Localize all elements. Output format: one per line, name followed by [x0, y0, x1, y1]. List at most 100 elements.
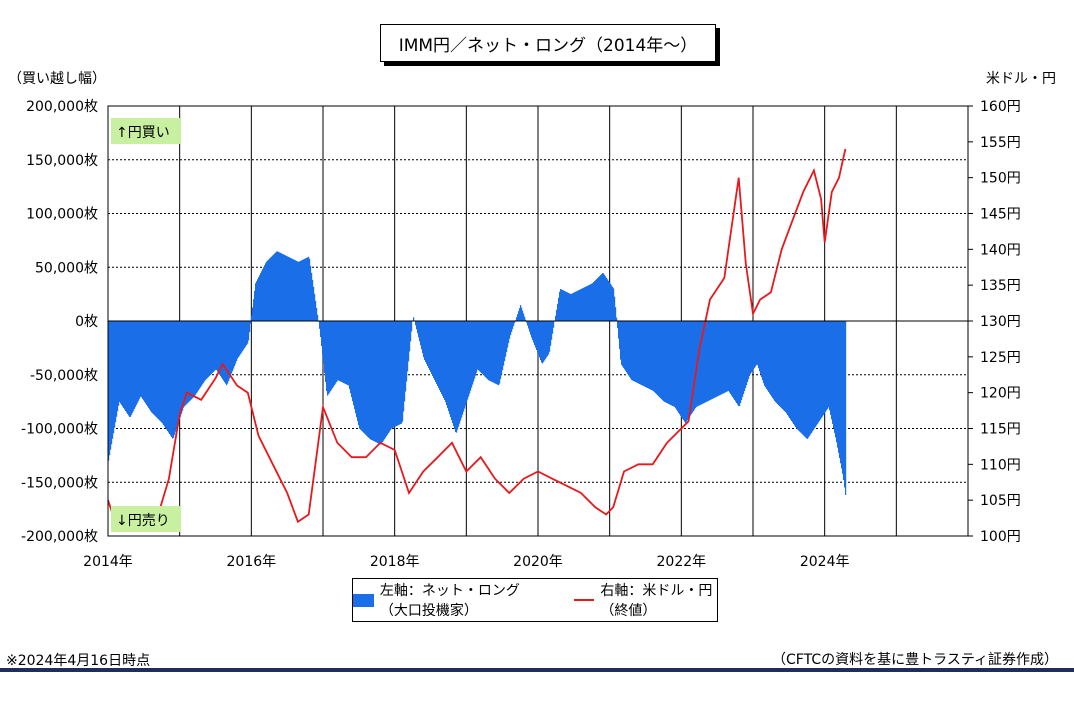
- net-long-bar: [327, 321, 329, 396]
- net-long-bar: [818, 321, 820, 423]
- net-long-bar: [305, 258, 307, 321]
- net-long-bar: [114, 321, 116, 428]
- net-long-bar: [267, 260, 269, 321]
- net-long-bar: [328, 321, 330, 395]
- net-long-bar: [352, 321, 354, 402]
- net-long-bar: [175, 321, 177, 432]
- buy-annotation: ↑円買い: [116, 125, 170, 141]
- net-long-bar: [331, 321, 333, 390]
- net-long-bar: [704, 321, 706, 403]
- net-long-bar: [393, 321, 395, 428]
- net-long-bar: [392, 321, 394, 429]
- net-long-bar: [296, 260, 298, 321]
- net-long-bar: [248, 321, 250, 341]
- net-long-bar: [227, 321, 229, 384]
- left-tick-label: -200,000枚: [21, 529, 98, 545]
- net-long-bar: [607, 279, 609, 321]
- net-long-bar: [671, 321, 673, 406]
- net-long-bar: [739, 321, 741, 406]
- net-long-bar: [672, 321, 674, 406]
- net-long-bar: [811, 321, 813, 433]
- net-long-bar: [240, 321, 242, 355]
- legend-item-net-long: 左軸：ネット・ロング（大口投機家）: [353, 580, 546, 620]
- net-long-bar: [598, 277, 600, 321]
- net-long-bar: [197, 321, 199, 392]
- net-long-bar: [112, 321, 114, 439]
- net-long-bar: [700, 321, 702, 405]
- net-long-bar: [701, 321, 703, 405]
- net-long-bar: [832, 321, 834, 424]
- net-long-bar: [827, 321, 829, 409]
- net-long-bar: [368, 321, 370, 438]
- net-long-bar: [211, 321, 213, 374]
- net-long-bar: [138, 321, 140, 401]
- net-long-bar: [450, 321, 452, 418]
- net-long-bar: [511, 321, 513, 333]
- net-long-bar: [353, 321, 355, 406]
- net-long-bar: [694, 321, 696, 410]
- net-long-bar: [578, 290, 580, 321]
- net-long-bar: [244, 321, 246, 349]
- net-long-bar: [225, 321, 227, 384]
- net-long-bar: [661, 321, 663, 400]
- net-long-bar: [261, 271, 263, 321]
- net-long-bar: [735, 321, 737, 402]
- net-long-bar: [526, 321, 528, 323]
- footnote: ※2024年4月16日時点: [6, 653, 151, 669]
- net-long-bar: [788, 321, 790, 417]
- net-long-bar: [734, 321, 736, 400]
- net-long-bar: [481, 321, 483, 374]
- net-long-bar: [635, 321, 637, 383]
- net-long-bar: [252, 307, 254, 321]
- net-long-bar: [445, 321, 447, 403]
- net-long-bar: [119, 321, 121, 402]
- net-long-bar: [143, 321, 145, 401]
- net-long-bar: [613, 288, 615, 321]
- net-long-bar: [453, 321, 455, 427]
- net-long-bar: [784, 321, 786, 412]
- net-long-bar: [775, 321, 777, 403]
- net-long-bar: [110, 321, 112, 450]
- net-long-bar: [443, 321, 445, 398]
- net-long-bar: [580, 289, 582, 321]
- net-long-bar: [337, 321, 339, 381]
- net-long-bar: [779, 321, 781, 407]
- net-long-bar: [204, 321, 206, 382]
- net-long-bar: [304, 258, 306, 321]
- net-long-bar: [801, 321, 803, 434]
- net-long-bar: [750, 321, 752, 374]
- net-long-bar: [113, 321, 115, 434]
- net-long-bar: [220, 321, 222, 377]
- net-long-bar: [521, 307, 523, 321]
- usdjpy-line-path: [107, 148, 847, 527]
- net-long-bar: [262, 269, 264, 321]
- net-long-bar: [595, 280, 597, 321]
- net-long-bar: [150, 321, 152, 411]
- net-long-bar: [358, 321, 360, 426]
- net-long-bar: [514, 321, 516, 324]
- axis-ticks: 200,000枚 150,000枚 100,000枚 50,000枚 0枚 -50,000…: [21, 99, 1021, 570]
- net-long-bar: [777, 321, 779, 405]
- net-long-bar: [651, 321, 653, 391]
- net-long-bar: [271, 256, 273, 321]
- net-long-bar: [707, 321, 709, 402]
- net-long-bar: [572, 293, 574, 321]
- net-long-bar: [191, 321, 193, 400]
- net-long-bar: [188, 321, 190, 403]
- net-long-bar: [623, 321, 625, 368]
- net-long-bar: [152, 321, 154, 414]
- net-long-bar: [807, 321, 809, 439]
- net-long-bar: [506, 321, 508, 353]
- net-long-bar: [463, 321, 465, 412]
- net-long-bar: [582, 288, 584, 321]
- net-long-bar: [216, 321, 218, 371]
- net-long-bar: [232, 321, 234, 372]
- net-long-bar: [264, 265, 266, 321]
- net-long-bar: [459, 321, 461, 424]
- net-long-bar: [278, 251, 280, 321]
- net-long-bar: [575, 291, 577, 321]
- net-long-bar: [371, 321, 373, 440]
- net-long-bar: [781, 321, 783, 409]
- x-tick-label: 2022年: [657, 554, 707, 570]
- legend-swatch-bar: [353, 593, 374, 607]
